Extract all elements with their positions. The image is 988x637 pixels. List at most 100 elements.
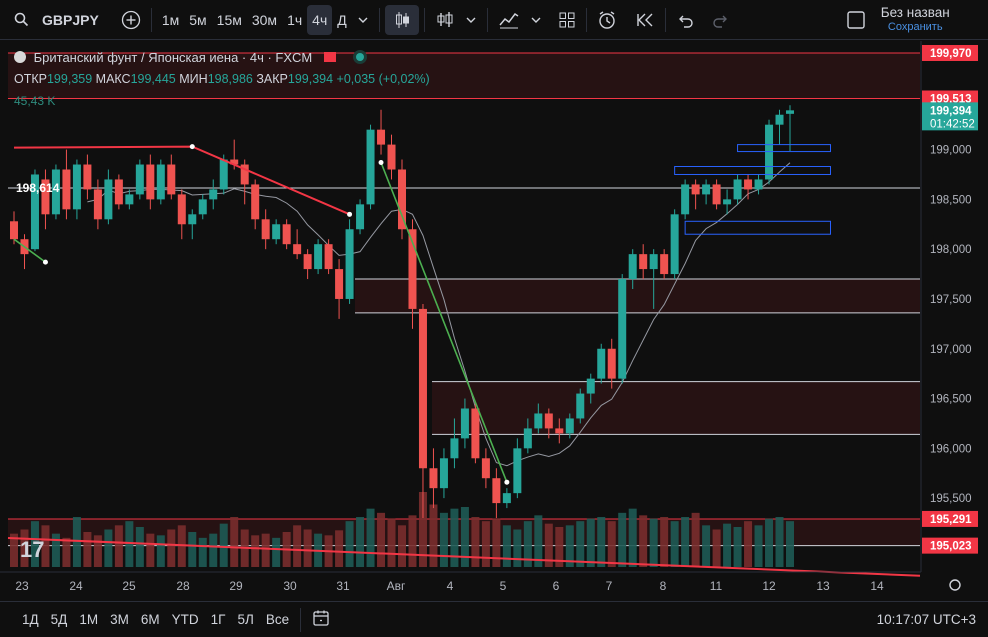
chart-area[interactable]: 199,000 198,500 198,000 197,500 197,000 196,5… [0, 41, 988, 601]
range-all[interactable]: Все [265, 612, 290, 627]
moving-average-line [87, 162, 791, 467]
range-3m[interactable]: 3М [110, 612, 129, 627]
range-1y[interactable]: 1Г [210, 612, 226, 627]
candle-body [744, 179, 753, 190]
candle-body [723, 199, 732, 205]
interval-5m[interactable]: 5м [189, 11, 207, 28]
volume-bar [544, 523, 553, 567]
volume-bar [345, 521, 354, 567]
x-tick-label: 8 [660, 579, 667, 593]
high-label: МАКС [95, 72, 131, 86]
volume-bar [786, 521, 794, 567]
redo-icon[interactable] [707, 5, 735, 35]
interval-dropdown-chevron-icon[interactable] [352, 5, 374, 35]
range-ytd[interactable]: YTD [171, 612, 199, 627]
volume-bar [681, 517, 690, 567]
x-tick-label: 14 [870, 579, 884, 593]
volume-bar [502, 525, 511, 567]
range-5y[interactable]: 5Л [237, 612, 254, 627]
candle-body [660, 254, 669, 275]
range-1d[interactable]: 1Д [22, 612, 39, 627]
volume-bar [230, 517, 239, 567]
interval-1m[interactable]: 1м [161, 11, 180, 28]
price-label-box [922, 44, 978, 61]
interval-1h[interactable]: 1ч [287, 11, 303, 28]
interval-1d[interactable]: Д [337, 11, 347, 28]
layout-name[interactable]: Без назван [880, 4, 950, 20]
clock-timezone[interactable]: 10:17:07 UTC+3 [876, 612, 976, 627]
candle-body [492, 478, 501, 504]
candle-body [30, 174, 39, 250]
red-zone-mid [355, 279, 920, 313]
price-chart[interactable]: 199,000 198,500 198,000 197,500 197,000 196,5… [0, 41, 988, 601]
chart-type-chevron-icon[interactable] [460, 5, 482, 35]
layout-checkbox-icon[interactable] [841, 5, 871, 35]
goto-date-icon[interactable] [306, 609, 336, 630]
range-1m[interactable]: 1М [79, 612, 99, 627]
candles-chart-type-icon[interactable] [384, 4, 419, 35]
x-tick-label: Авг [387, 579, 406, 593]
x-tick-label: 7 [606, 579, 613, 593]
y-tick-label: 197,500 [930, 294, 972, 306]
layout-name-block[interactable]: Без назван Сохранить [880, 4, 950, 34]
candle-body [146, 164, 155, 200]
price-label-box [922, 537, 978, 554]
volume-bar [481, 521, 490, 567]
interval-15m[interactable]: 15м [216, 11, 242, 28]
range-5d[interactable]: 5Д [50, 612, 68, 627]
candle-body [135, 164, 144, 195]
axis-settings-icon[interactable] [949, 579, 961, 591]
x-tick-label: 28 [176, 579, 190, 593]
compare-plus-icon[interactable] [116, 5, 146, 35]
volume-bar [146, 533, 155, 567]
candle-body [83, 164, 92, 190]
flag-marker-icon[interactable] [323, 52, 336, 62]
layout-grid-icon[interactable] [553, 5, 581, 35]
candle-body [51, 169, 60, 215]
price-label-value: 195,023 [930, 541, 972, 553]
volume-bar [51, 533, 60, 567]
candle-body [555, 428, 564, 434]
alert-clock-icon[interactable] [592, 5, 622, 35]
candle-body [156, 164, 165, 200]
interval-4h[interactable]: 4ч [307, 4, 333, 35]
range-6m[interactable]: 6М [140, 612, 160, 627]
indicators-icon[interactable] [493, 5, 525, 35]
save-status[interactable]: Сохранить [887, 20, 943, 33]
undo-icon[interactable] [671, 5, 699, 35]
blue-zone-box [684, 220, 831, 235]
close-value: 199,394 [287, 72, 334, 86]
candle-body [639, 254, 648, 270]
interval-30m[interactable]: 30м [251, 11, 278, 28]
candle-body [733, 179, 742, 200]
candle-body [418, 308, 427, 469]
volume-bar [418, 492, 427, 567]
volume-bar [408, 515, 417, 567]
indicators-chevron-icon[interactable] [525, 5, 547, 35]
x-tick-label: 23 [15, 579, 29, 593]
candle-body [702, 184, 711, 195]
volume-bar [628, 508, 637, 567]
price-label-value: 199,394 [930, 105, 972, 117]
candle-body [786, 110, 794, 114]
candle-body [104, 179, 113, 220]
replay-icon[interactable] [630, 5, 660, 35]
candle-body [597, 348, 606, 379]
volume-bar [156, 535, 165, 567]
candle-body [62, 169, 71, 210]
volume-bar [439, 512, 448, 567]
candle-body [481, 458, 490, 479]
candle-body [209, 189, 218, 200]
candle-body [544, 413, 553, 429]
x-tick-label: 30 [283, 579, 297, 593]
candle-body [429, 468, 438, 489]
candle-body [628, 254, 637, 280]
candle-body [502, 493, 511, 504]
symbol-search-icon[interactable] [0, 5, 34, 35]
y-tick-label: 196,000 [930, 443, 972, 455]
symbol-name[interactable]: GBPJPY [42, 11, 99, 28]
volume-bar [534, 515, 543, 567]
volume-bar [293, 525, 302, 567]
bars-chart-type-icon[interactable] [430, 5, 460, 35]
x-tick-label: 25 [122, 579, 136, 593]
